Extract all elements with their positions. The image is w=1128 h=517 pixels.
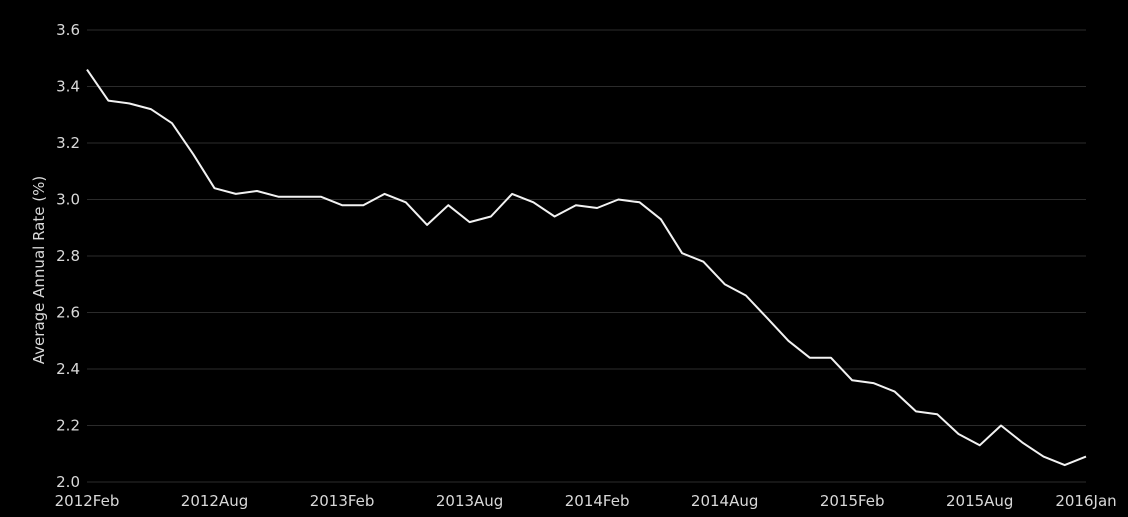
- x-axis-tick-labels: 2012Feb 2012Aug 2013Feb 2013Aug 2014Feb 2014A…: [55, 492, 1117, 510]
- y-axis-title: Average Annual Rate (%): [30, 176, 48, 364]
- y-tick-label: 3.6: [56, 21, 80, 39]
- y-tick-label: 2.0: [56, 473, 80, 491]
- y-tick-label: 2.2: [56, 417, 80, 435]
- y-tick-label: 2.8: [56, 247, 80, 265]
- x-tick-label: 2015Feb: [820, 492, 885, 510]
- y-tick-label: 2.4: [56, 360, 80, 378]
- series-line: [86, 69, 1087, 467]
- series-layer: [86, 69, 1087, 467]
- y-tick-label: 2.6: [56, 304, 80, 322]
- y-tick-label: 3.4: [56, 78, 80, 96]
- y-tick-label: 3.2: [56, 134, 80, 152]
- x-tick-label: 2015Aug: [946, 492, 1013, 510]
- y-axis-tick-labels: 2.0 2.2 2.4 2.6 2.8 3.0 3.2 3.4 3.6: [56, 21, 80, 491]
- x-tick-label: 2013Aug: [436, 492, 503, 510]
- x-tick-label: 2012Feb: [55, 492, 120, 510]
- x-tick-label: 2013Feb: [310, 492, 375, 510]
- x-tick-label: 2012Aug: [181, 492, 248, 510]
- grid-lines: [87, 29, 1086, 483]
- y-tick-label: 3.0: [56, 191, 80, 209]
- x-tick-label: 2014Aug: [691, 492, 758, 510]
- x-tick-label: 2016Jan: [1055, 492, 1116, 510]
- x-tick-label: 2014Feb: [565, 492, 630, 510]
